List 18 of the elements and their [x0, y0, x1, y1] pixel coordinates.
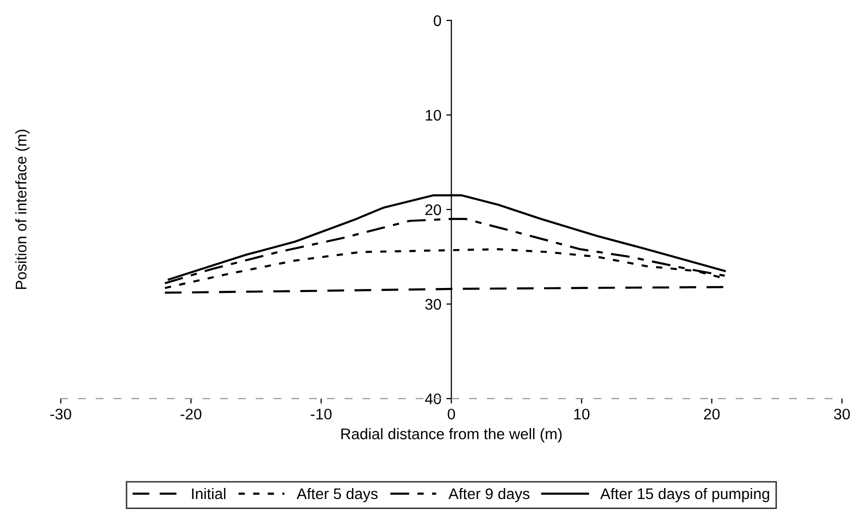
y-tick-label: 0: [434, 15, 442, 26]
x-tick-label: 30: [834, 408, 850, 420]
x-tick-label: 0: [448, 408, 456, 420]
x-tick-label: 10: [574, 408, 590, 420]
y-axis-title: Position of interface (m): [15, 130, 30, 289]
legend-label: After 9 days: [448, 488, 530, 502]
y-tick-label: 40: [424, 393, 442, 404]
legend-label: After 15 days of pumping: [600, 488, 770, 502]
x-tick-label: -10: [310, 408, 332, 420]
x-axis-title: Radial distance from the well (m): [341, 428, 562, 442]
y-tick-label: 30: [425, 298, 442, 310]
x-tick-label: -30: [50, 408, 72, 420]
y-tick-label: 20: [425, 204, 442, 216]
legend-label: After 5 days: [296, 488, 378, 502]
x-tick-label: -20: [180, 408, 202, 420]
legend-label: Initial: [192, 488, 226, 500]
x-tick-label: 20: [704, 408, 720, 420]
y-tick-label: 10: [426, 110, 442, 121]
